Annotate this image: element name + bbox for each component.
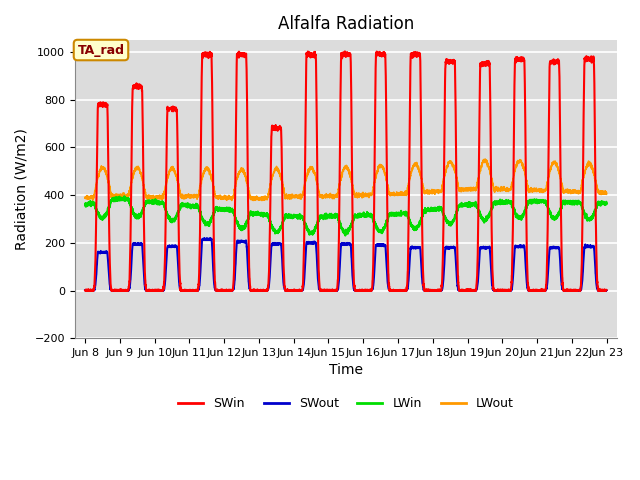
Legend: SWin, SWout, LWin, LWout: SWin, SWout, LWin, LWout [173,392,518,415]
Y-axis label: Radiation (W/m2): Radiation (W/m2) [15,128,29,250]
Title: Alfalfa Radiation: Alfalfa Radiation [278,15,414,33]
Text: TA_rad: TA_rad [77,44,125,57]
X-axis label: Time: Time [329,363,363,377]
